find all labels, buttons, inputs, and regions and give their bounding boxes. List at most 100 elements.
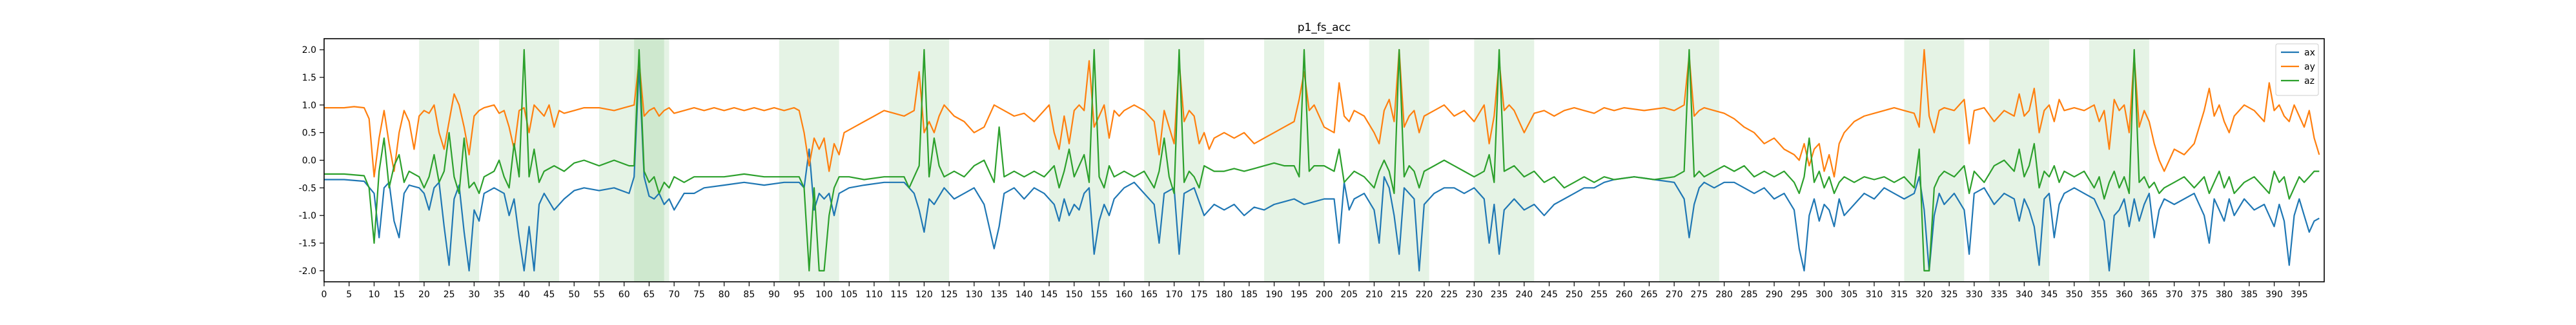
x-tick-label: 375 <box>2191 290 2208 300</box>
x-tick-label: 205 <box>1340 290 1358 300</box>
x-tick-label: 315 <box>1890 290 1908 300</box>
shaded-region <box>1144 39 1205 282</box>
y-tick-label: -1.0 <box>299 211 316 221</box>
x-tick-label: 345 <box>2041 290 2058 300</box>
x-tick-label: 370 <box>2165 290 2183 300</box>
x-tick-label: 190 <box>1265 290 1283 300</box>
x-tick-label: 35 <box>493 290 505 300</box>
x-tick-label: 200 <box>1316 290 1333 300</box>
x-tick-label: 280 <box>1715 290 1733 300</box>
x-tick-label: 145 <box>1041 290 1058 300</box>
x-tick-label: 130 <box>965 290 983 300</box>
series-line-ay <box>324 49 2320 178</box>
series-lines <box>324 49 2320 271</box>
x-tick-label: 10 <box>369 290 380 300</box>
x-tick-label: 90 <box>768 290 780 300</box>
y-tick-label: 0.5 <box>302 128 316 139</box>
x-tick-label: 105 <box>841 290 858 300</box>
x-tick-label: 385 <box>2240 290 2258 300</box>
shaded-region <box>1049 39 1109 282</box>
x-tick-label: 180 <box>1216 290 1233 300</box>
x-tick-label: 150 <box>1065 290 1083 300</box>
x-tick-label: 55 <box>593 290 605 300</box>
x-tick-label: 355 <box>2090 290 2108 300</box>
x-tick-label: 120 <box>915 290 933 300</box>
x-tick-label: 110 <box>866 290 883 300</box>
x-tick-label: 95 <box>793 290 805 300</box>
x-tick-label: 390 <box>2265 290 2283 300</box>
x-tick-label: 240 <box>1515 290 1533 300</box>
x-tick-label: 0 <box>322 290 327 300</box>
chart-title: p1_fs_acc <box>1298 21 1351 34</box>
x-tick-label: 140 <box>1016 290 1033 300</box>
x-tick-label: 195 <box>1291 290 1308 300</box>
x-tick-label: 255 <box>1591 290 1608 300</box>
x-tick-label: 295 <box>1790 290 1808 300</box>
shaded-region <box>419 39 480 282</box>
y-tick-label: 1.5 <box>302 73 316 83</box>
x-tick-label: 30 <box>468 290 480 300</box>
x-tick-label: 165 <box>1141 290 1158 300</box>
x-tick-label: 210 <box>1365 290 1383 300</box>
x-tick-label: 365 <box>2141 290 2158 300</box>
x-tick-label: 270 <box>1666 290 1683 300</box>
x-tick-label: 5 <box>346 290 352 300</box>
x-tick-label: 175 <box>1191 290 1208 300</box>
x-tick-label: 395 <box>2291 290 2308 300</box>
x-tick-label: 245 <box>1540 290 1558 300</box>
x-tick-label: 285 <box>1741 290 1758 300</box>
y-tick-label: 1.0 <box>302 101 316 111</box>
axes: 0 5 10 15 20 25 30 35 40 45 50 55 60 65 70 75 80 85 90 95 10… <box>299 45 2308 300</box>
x-tick-label: 50 <box>568 290 580 300</box>
x-tick-label: 230 <box>1466 290 1483 300</box>
y-tick-label: -1.5 <box>299 239 316 249</box>
y-tick-label: -2.0 <box>299 266 316 277</box>
x-tick-label: 380 <box>2216 290 2233 300</box>
x-tick-label: 60 <box>618 290 630 300</box>
shaded-region <box>1989 39 2050 282</box>
legend: ax ay az <box>2275 43 2319 96</box>
x-tick-label: 115 <box>890 290 908 300</box>
shaded-region <box>1659 39 1719 282</box>
x-tick-label: 260 <box>1615 290 1633 300</box>
x-tick-label: 275 <box>1691 290 1708 300</box>
x-tick-label: 360 <box>2116 290 2133 300</box>
x-tick-label: 155 <box>1090 290 1108 300</box>
x-tick-label: 235 <box>1491 290 1508 300</box>
legend-label-az: az <box>2304 76 2315 86</box>
x-tick-label: 65 <box>644 290 655 300</box>
x-tick-label: 170 <box>1165 290 1183 300</box>
x-tick-label: 290 <box>1766 290 1783 300</box>
legend-label-ax: ax <box>2304 48 2315 58</box>
shaded-region <box>779 39 839 282</box>
shaded-region <box>1904 39 1965 282</box>
x-tick-label: 70 <box>668 290 680 300</box>
x-tick-label: 250 <box>1566 290 1583 300</box>
shaded-region <box>1264 39 1324 282</box>
series-line-az <box>324 49 2320 271</box>
x-tick-label: 215 <box>1391 290 1408 300</box>
y-tick-label: 0.0 <box>302 156 316 166</box>
x-tick-label: 85 <box>743 290 755 300</box>
x-tick-label: 25 <box>444 290 455 300</box>
x-tick-label: 330 <box>1965 290 1983 300</box>
x-tick-label: 125 <box>941 290 958 300</box>
x-tick-label: 220 <box>1416 290 1433 300</box>
x-tick-label: 40 <box>518 290 530 300</box>
x-tick-label: 45 <box>544 290 555 300</box>
y-tick-label: 2.0 <box>302 45 316 55</box>
shaded-regions <box>419 39 2149 282</box>
x-tick-label: 160 <box>1116 290 1133 300</box>
x-tick-label: 80 <box>719 290 730 300</box>
x-tick-label: 20 <box>418 290 430 300</box>
x-tick-label: 225 <box>1440 290 1458 300</box>
x-tick-label: 185 <box>1240 290 1258 300</box>
legend-box <box>2275 43 2319 96</box>
y-tick-label: -0.5 <box>299 183 316 193</box>
x-tick-label: 265 <box>1641 290 1658 300</box>
x-tick-label: 135 <box>990 290 1008 300</box>
x-tick-label: 75 <box>693 290 705 300</box>
